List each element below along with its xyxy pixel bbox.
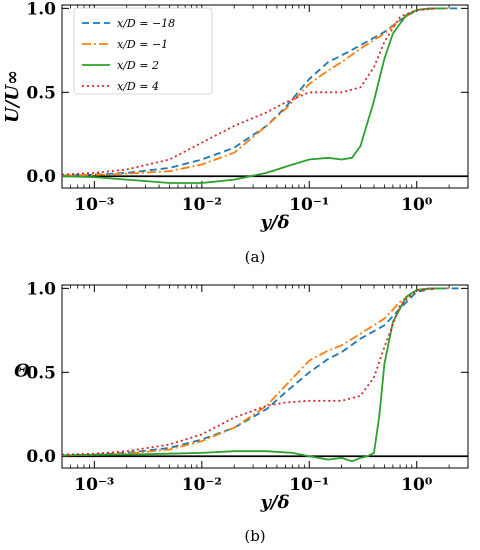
legend-label-4: x/D = 4 <box>117 80 159 93</box>
x-axis-title: y/δ <box>259 492 289 513</box>
x-tick-label: 10⁻³ <box>74 475 114 495</box>
y-axis-title: U/U∞ <box>2 70 23 123</box>
x-tick-label: 10⁻³ <box>74 195 114 215</box>
x-tick-label: 10⁰ <box>401 475 432 495</box>
y-tick-label: 0.0 <box>26 167 56 187</box>
series-line-3 <box>61 287 445 463</box>
series-line-1 <box>61 287 460 457</box>
legend-box <box>73 7 213 95</box>
x-tick-label: 10⁻¹ <box>289 475 329 495</box>
y-tick-label: 0.5 <box>26 363 56 383</box>
chart-panel-a: 10⁻³ 10⁻² 10⁻¹ 10⁰ 0.0 0.5 1.0 y/δ U/U∞ (a) x/D = … <box>2 0 469 266</box>
series-line-1 <box>61 7 460 177</box>
y-tick-label: 1.0 <box>26 279 56 299</box>
y-tick-label: 1.0 <box>26 0 56 19</box>
series-line-2 <box>61 287 450 457</box>
y-axis-title: Θ <box>14 361 30 382</box>
x-tick-label: 10⁻² <box>182 475 222 495</box>
legend-label-1: x/D = −18 <box>117 17 175 30</box>
y-tick-label: 0.5 <box>26 83 56 103</box>
series-line-3 <box>61 7 445 184</box>
plot-frame <box>61 4 469 189</box>
chart-panel-b: 10⁻³ 10⁻² 10⁻¹ 10⁰ 0.0 0.5 1.0 y/δ Θ (b) <box>14 279 469 545</box>
panel-caption: (b) <box>244 527 265 545</box>
y-tick-label: 0.0 <box>26 447 56 467</box>
x-tick-label: 10⁻² <box>182 195 222 215</box>
legend-label-2: x/D = −1 <box>117 38 168 51</box>
panel-caption: (a) <box>245 248 266 266</box>
x-axis-title: y/δ <box>259 212 289 233</box>
plot-frame <box>61 284 469 469</box>
series-line-4 <box>61 287 436 456</box>
x-tick-label: 10⁻¹ <box>289 195 329 215</box>
x-tick-label: 10⁰ <box>401 195 432 215</box>
legend-label-3: x/D = 2 <box>117 59 159 72</box>
legend: x/D = −18 x/D = −1 x/D = 2 x/D = 4 <box>73 7 213 95</box>
